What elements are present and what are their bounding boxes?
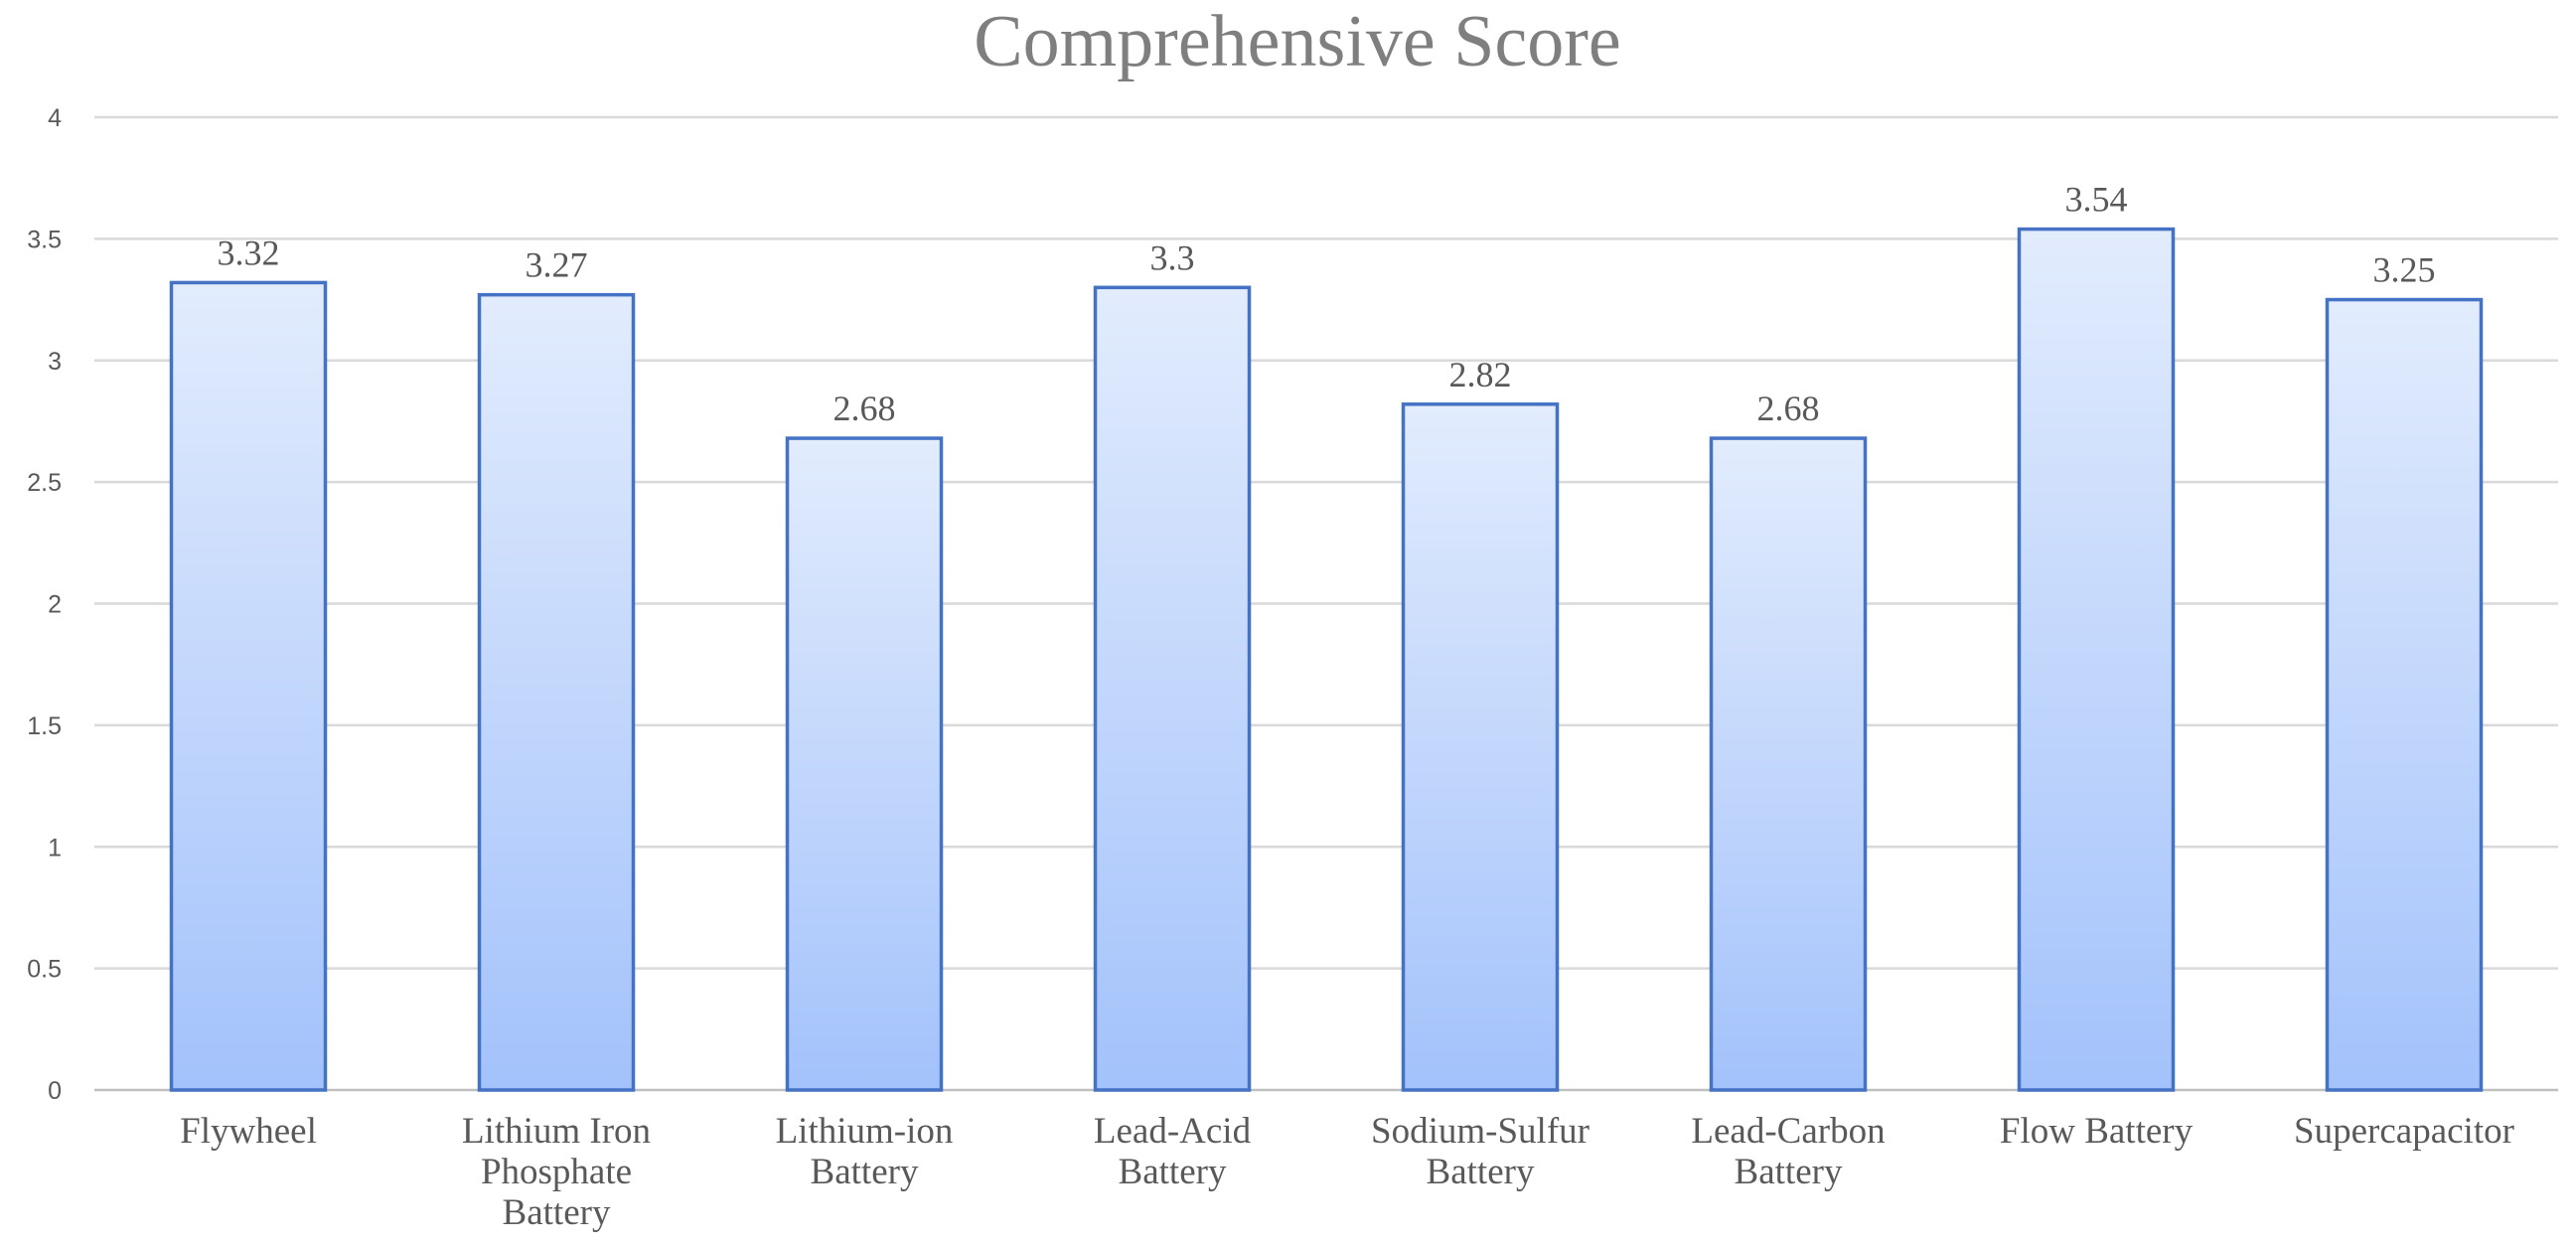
x-tick-label: Supercapacitor — [2294, 1111, 2514, 1152]
x-tick-label: Flow Battery — [2000, 1111, 2194, 1152]
bar — [477, 292, 636, 1092]
x-tick-label-line: Sodium-Sulfur — [1371, 1111, 1590, 1152]
x-tick-label-line: Supercapacitor — [2294, 1111, 2514, 1152]
bar — [1709, 436, 1868, 1092]
x-tick-label-line: Battery — [811, 1152, 919, 1192]
data-label: 2.68 — [1757, 389, 1820, 428]
bar — [169, 280, 328, 1092]
y-tick-label: 1.5 — [27, 712, 62, 740]
bar — [1093, 285, 1252, 1092]
bar — [2325, 297, 2484, 1092]
y-tick-label: 2.5 — [27, 469, 62, 497]
data-label: 3.32 — [218, 233, 280, 272]
y-tick-label: 2 — [48, 591, 62, 619]
y-tick-label: 0 — [48, 1077, 62, 1105]
x-tick-label: Flywheel — [180, 1111, 317, 1152]
data-labels: 3.32 3.27 2.68 3.3 2.82 2.68 3.54 3.25 — [218, 180, 2436, 428]
y-tick-label: 0.5 — [27, 956, 62, 984]
x-tick-label-line: Lead-Acid — [1094, 1111, 1252, 1152]
data-label: 3.3 — [1150, 237, 1195, 277]
y-tick-label: 3.5 — [27, 226, 62, 253]
x-tick-label: Sodium-Sulfur Battery — [1371, 1111, 1590, 1192]
bar — [785, 436, 944, 1092]
chart-title: Comprehensive Score — [974, 1, 1620, 82]
x-tick-label: Lead-Carbon Battery — [1691, 1111, 1885, 1192]
x-tick-label-line: Battery — [1735, 1152, 1843, 1192]
bar — [2017, 227, 2176, 1092]
x-tick-label-line: Lead-Carbon — [1691, 1111, 1885, 1152]
y-tick-label: 3 — [48, 348, 62, 376]
data-label: 3.25 — [2373, 250, 2436, 290]
bar — [1401, 402, 1560, 1092]
data-label: 3.27 — [526, 245, 588, 285]
x-tick-label: Lead-Acid Battery — [1094, 1111, 1252, 1192]
data-label: 3.54 — [2065, 180, 2128, 220]
x-axis-labels: Flywheel Lithium Iron Phosphate BatteryLith… — [180, 1111, 2514, 1233]
x-tick-label-line: Flywheel — [180, 1111, 317, 1152]
x-tick-label-line: Lithium Iron — [462, 1111, 651, 1152]
gridlines — [94, 115, 2558, 1092]
x-tick-label-line: Phosphate — [481, 1152, 632, 1192]
x-tick-label-line: Battery — [1427, 1152, 1535, 1192]
x-tick-label-line: Lithium-ion — [776, 1111, 954, 1152]
bars — [169, 227, 2484, 1092]
x-tick-label-line: Flow Battery — [2000, 1111, 2194, 1152]
x-tick-label-line: Battery — [1119, 1152, 1227, 1192]
data-label: 2.82 — [1449, 355, 1512, 394]
x-tick-label: Lithium-ion Battery — [776, 1111, 954, 1192]
data-label: 2.68 — [833, 389, 896, 428]
y-axis-ticks: 0 0.5 1 1.5 2 2.5 3 3.5 4 — [27, 104, 62, 1105]
x-tick-label: Lithium Iron Phosphate Battery — [462, 1111, 651, 1233]
y-tick-label: 1 — [48, 834, 62, 861]
y-tick-label: 4 — [48, 104, 62, 132]
x-tick-label-line: Battery — [503, 1192, 611, 1233]
